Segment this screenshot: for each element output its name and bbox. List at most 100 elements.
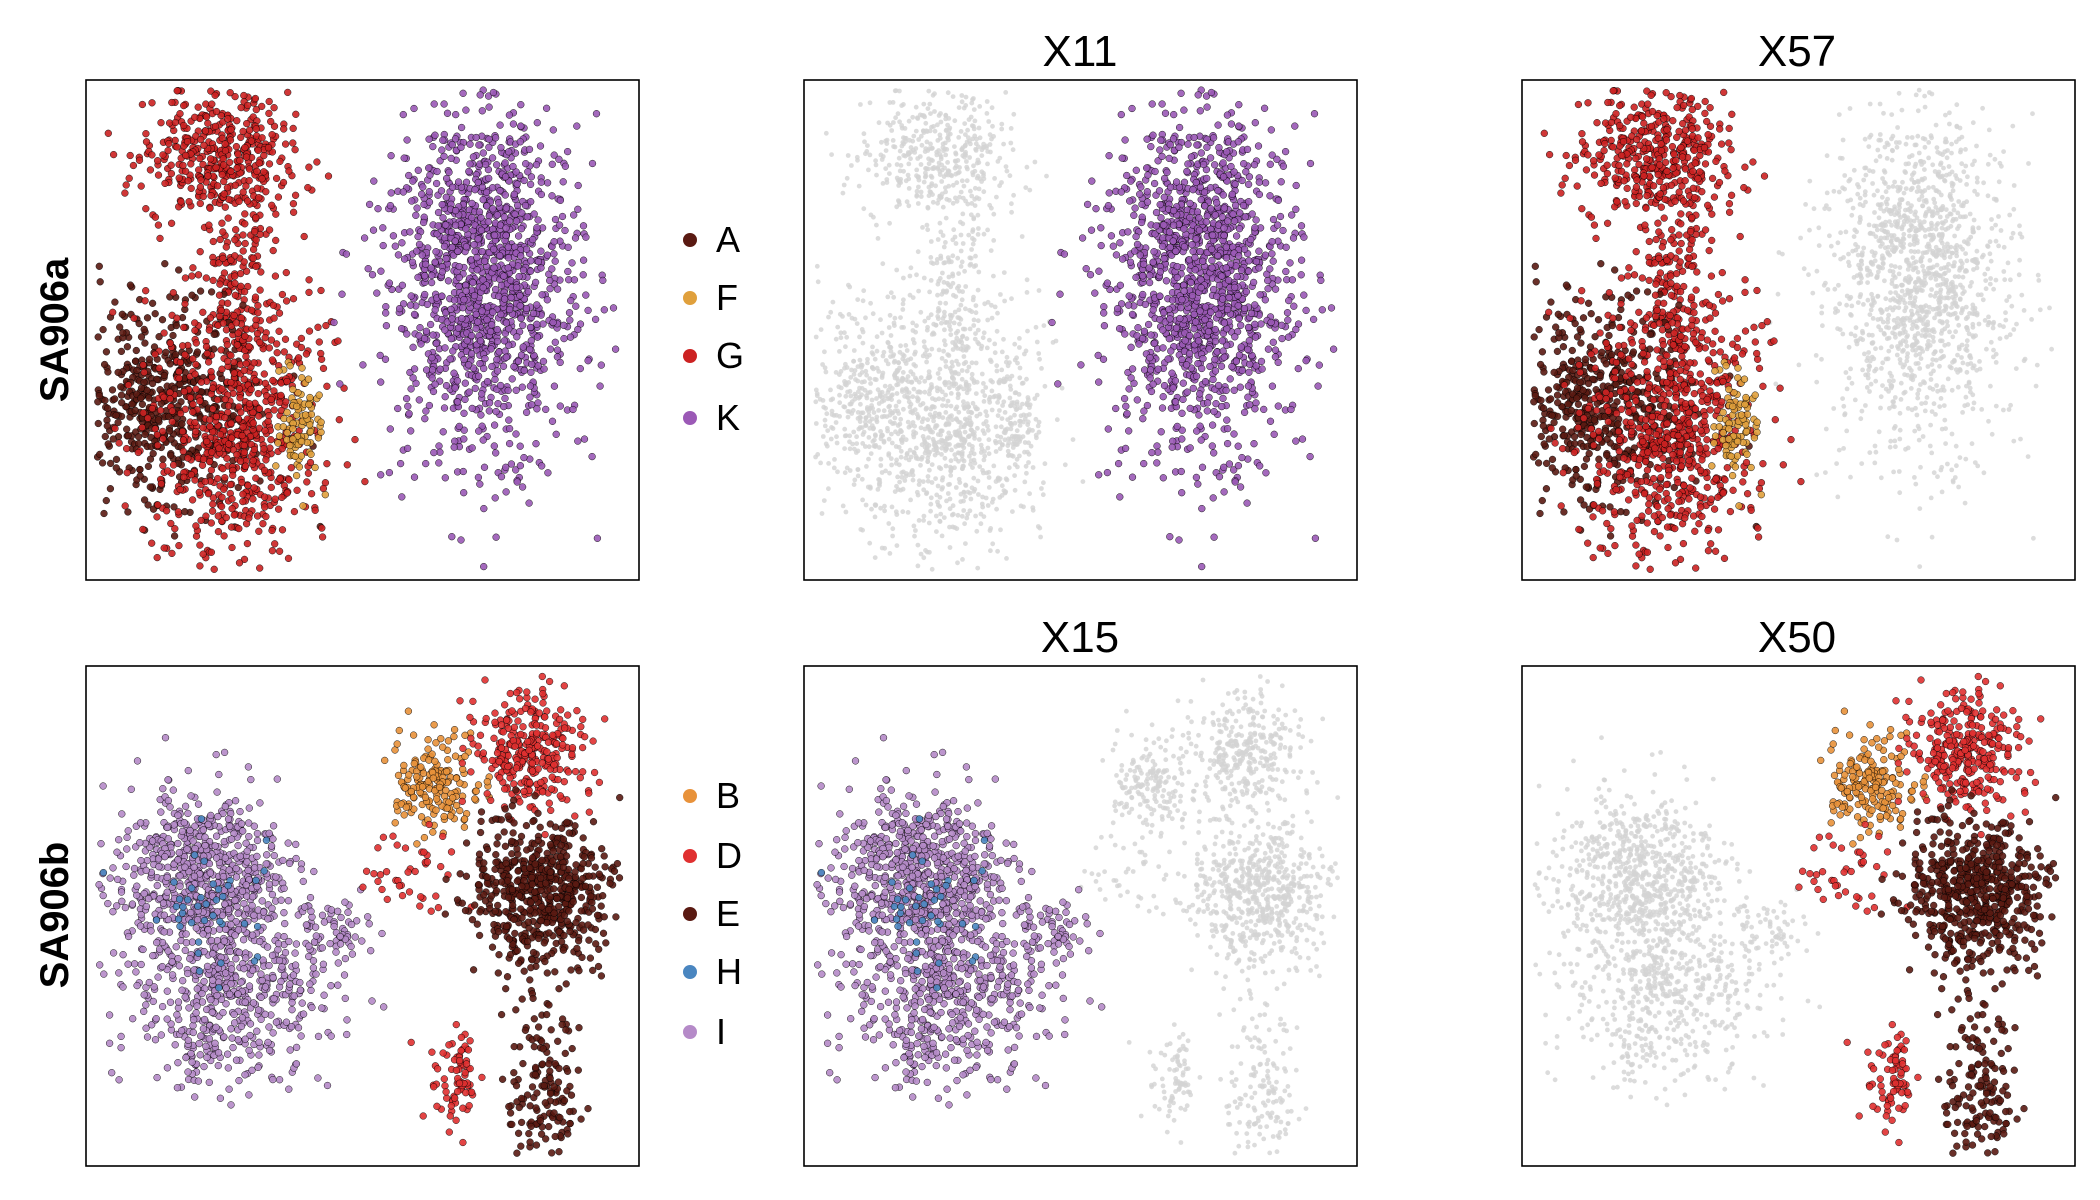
cell-point-k: [476, 337, 485, 345]
cell-point-background: [937, 300, 943, 306]
cell-point-background: [889, 504, 895, 510]
cell-point-g: [168, 98, 176, 107]
cell-point-background: [937, 504, 942, 509]
cell-point-background: [855, 297, 861, 302]
cell-point-background: [997, 439, 1003, 445]
cell-point-g: [240, 258, 248, 266]
cell-point-a: [143, 314, 152, 322]
cell-point-g: [171, 118, 180, 127]
cell-point-background: [961, 458, 967, 464]
cell-point-background: [979, 153, 985, 159]
cell-point-background: [1017, 345, 1022, 350]
cell-point-background: [960, 333, 966, 339]
cell-point-g: [207, 466, 216, 474]
cell-point-g: [234, 415, 243, 423]
cell-point-k: [435, 459, 443, 467]
cell-point-background: [1018, 503, 1024, 509]
cell-point-g: [109, 150, 118, 159]
cell-point-background: [991, 394, 997, 400]
cell-point-k: [523, 213, 531, 221]
cell-point-background: [961, 354, 967, 359]
cell-point-background: [871, 214, 876, 220]
cell-point-background: [915, 398, 921, 404]
cell-point-background: [1022, 351, 1027, 357]
cell-point-background: [965, 127, 970, 133]
cell-point-a: [102, 496, 110, 505]
cell-point-g: [243, 119, 251, 128]
cell-point-background: [983, 385, 989, 390]
cell-point-k: [469, 153, 478, 161]
cell-point-g: [142, 287, 150, 295]
cell-point-background: [845, 389, 850, 395]
cell-point-background: [832, 457, 837, 462]
cell-point-background: [818, 327, 824, 332]
cell-point-background: [876, 120, 882, 126]
cell-point-background: [864, 464, 869, 469]
cell-point-g: [315, 338, 323, 346]
cell-point-k: [447, 228, 456, 236]
cell-point-background: [963, 483, 969, 488]
cell-point-k: [500, 272, 508, 280]
cell-point-g: [216, 430, 224, 439]
cell-point-background: [934, 529, 939, 534]
cell-point-background: [961, 183, 967, 189]
cell-point-k: [436, 448, 444, 456]
cell-point-background: [848, 375, 854, 380]
cell-point-background: [867, 540, 873, 546]
cell-point-background: [929, 462, 935, 467]
cell-point-k: [460, 435, 468, 443]
cell-point-g: [245, 165, 254, 173]
cell-point-k: [450, 443, 458, 451]
cell-point-background: [915, 156, 921, 161]
cell-point-k: [336, 380, 344, 388]
cell-point-g: [206, 204, 214, 212]
cell-point-g: [234, 329, 242, 337]
cell-point-g: [209, 276, 217, 285]
cell-point-k: [570, 276, 579, 284]
cell-point-g: [318, 524, 326, 532]
cell-point-background: [938, 256, 944, 261]
cell-point-background: [949, 313, 955, 318]
cell-point-background: [955, 158, 961, 163]
cell-point-k: [421, 290, 429, 299]
cell-point-k: [460, 409, 468, 417]
cell-point-g: [260, 445, 268, 453]
cell-point-f: [286, 362, 294, 370]
cell-point-background: [1017, 336, 1022, 341]
cell-point-g: [317, 349, 325, 358]
cell-point-k: [478, 307, 486, 315]
cell-point-g: [198, 461, 207, 469]
cell-point-a: [151, 310, 159, 318]
cell-point-background: [950, 363, 955, 369]
cell-point-k: [518, 209, 526, 217]
cell-point-background: [954, 404, 960, 410]
cell-point-background: [898, 163, 904, 168]
cell-point-background: [924, 359, 929, 365]
cell-point-g: [227, 351, 235, 360]
cell-point-g: [175, 541, 183, 550]
cell-point-background: [913, 445, 919, 451]
cell-point-background: [942, 455, 948, 461]
cell-point-g: [274, 505, 283, 513]
cell-point-g: [207, 519, 215, 527]
cell-point-background: [935, 122, 940, 128]
cell-point-a: [148, 299, 157, 307]
cell-point-background: [904, 387, 910, 393]
cell-point-background: [863, 502, 869, 508]
cell-point-background: [1002, 490, 1008, 496]
cell-point-f: [275, 367, 283, 375]
cell-point-g: [245, 126, 254, 134]
cell-point-k: [398, 281, 407, 289]
cell-point-g: [216, 235, 224, 244]
cell-point-background: [998, 424, 1004, 430]
cell-point-k: [475, 141, 483, 149]
cell-point-g: [148, 404, 156, 413]
cell-point-background: [944, 446, 950, 452]
cell-point-k: [480, 364, 488, 373]
cell-point-a: [193, 348, 202, 356]
cell-point-background: [939, 179, 945, 184]
cell-point-background: [826, 486, 831, 492]
cell-point-k: [476, 480, 484, 488]
cell-point-background: [908, 497, 913, 503]
cell-point-k: [457, 536, 465, 544]
